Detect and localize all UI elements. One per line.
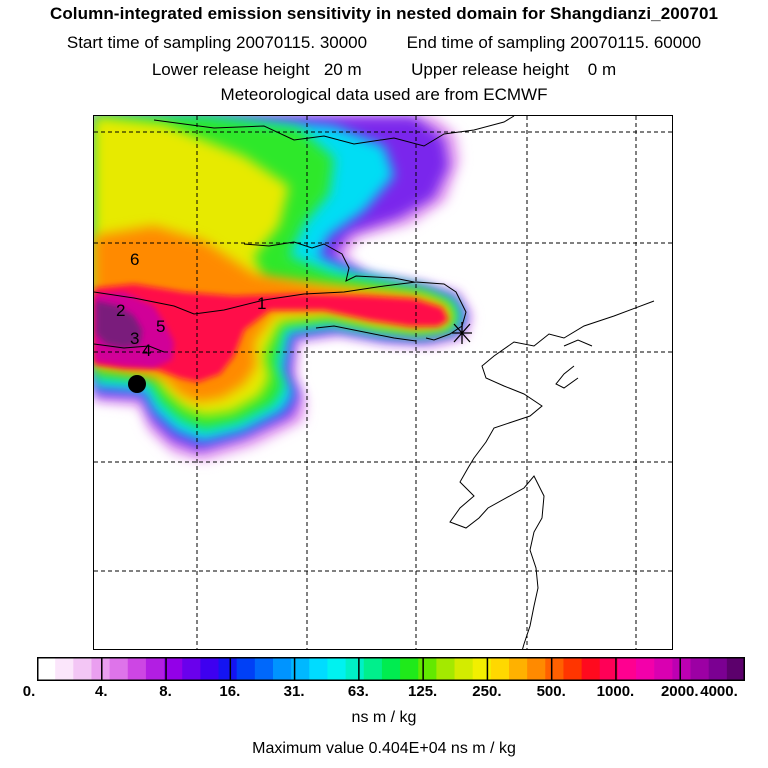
marker-label-2: 2 xyxy=(116,301,125,320)
colorbar-segment xyxy=(145,657,165,681)
colorbar-segment xyxy=(91,657,111,681)
colorbar-segment xyxy=(654,657,673,681)
colorbar-segment xyxy=(509,657,528,681)
sensitivity-map: 6 1 2 3 4 5 xyxy=(93,115,673,650)
colorbar-segment xyxy=(273,657,292,681)
marker-label-5: 5 xyxy=(156,317,165,336)
colorbar-segment xyxy=(309,657,328,681)
colorbar-tick-label: 63. xyxy=(347,683,369,700)
colorbar-segment xyxy=(527,657,546,681)
colorbar-segment xyxy=(708,657,728,681)
colorbar-segment xyxy=(345,657,365,681)
colorbar-segment xyxy=(599,657,619,681)
colorbar-segment xyxy=(636,657,655,681)
colorbar-segment xyxy=(291,657,310,681)
start-time-label: Start time of sampling 20070115. 30000 xyxy=(66,33,368,52)
end-time-label: End time of sampling 20070115. 60000 xyxy=(406,33,702,52)
map-canvas: 6 1 2 3 4 5 xyxy=(94,116,672,649)
colorbar-segment xyxy=(581,657,601,681)
receptor-dot xyxy=(128,375,146,393)
colorbar-segment xyxy=(182,657,201,681)
colorbar-segment xyxy=(164,657,183,681)
colorbar-segment xyxy=(73,657,92,681)
colorbar-tick-label: 4000. xyxy=(700,683,738,700)
colorbar-tick-label: 2000. xyxy=(660,683,699,700)
colorbar-segment xyxy=(436,657,456,681)
colorbar-segment xyxy=(672,657,692,681)
met-data-label: Meteorological data used are from ECMWF xyxy=(220,85,548,104)
lower-height-label: Lower release height 20 m xyxy=(151,60,362,79)
colorbar-segment xyxy=(327,657,347,681)
colorbar-segment xyxy=(236,657,256,681)
colorbar-segment xyxy=(472,657,492,681)
colorbar-segment xyxy=(363,657,383,681)
colorbar-tick-label: 8. xyxy=(159,683,172,700)
colorbar-segment xyxy=(690,657,710,681)
marker-label-3: 3 xyxy=(130,329,139,348)
release-star-icon xyxy=(452,322,472,344)
marker-label-6: 6 xyxy=(130,250,139,269)
marker-label-4: 4 xyxy=(142,341,151,360)
coastlines xyxy=(94,116,655,649)
colorbar-segment xyxy=(55,657,74,681)
colorbar-segment xyxy=(109,657,129,681)
colorbar-border xyxy=(37,657,745,681)
colorbar-segment xyxy=(254,657,274,681)
upper-height-label: Upper release height 0 m xyxy=(411,60,617,79)
marker-label-1: 1 xyxy=(257,294,266,313)
colorbar-tick-label: 4. xyxy=(95,683,108,700)
max-value-label: Maximum value 0.404E+04 ns m / kg xyxy=(252,740,516,757)
colorbar-segment xyxy=(381,657,401,681)
colorbar-segment xyxy=(400,657,419,681)
colorbar-tick-label: 0. xyxy=(22,683,36,700)
sampling-time-line: Start time of sampling 20070115. 30000 E… xyxy=(0,33,768,53)
plume-layer-red xyxy=(94,284,448,382)
release-height-line: Lower release height 20 m Upper release … xyxy=(0,60,768,80)
colorbar-tick-label: 500. xyxy=(536,683,566,700)
colorbar-tick-label: 31. xyxy=(283,683,305,700)
colorbar-segment xyxy=(726,657,745,681)
plume-layer-max xyxy=(96,301,142,348)
map-title: Column-integrated emission sensitivity i… xyxy=(49,4,719,23)
colorbar-segment xyxy=(617,657,637,681)
colorbar-segment xyxy=(545,657,564,681)
colorbar-segment xyxy=(490,657,510,681)
colorbar-tick-label: 1000. xyxy=(596,683,635,700)
colorbar-tick-label: 125. xyxy=(408,683,438,700)
colorbar-segment xyxy=(200,657,220,681)
colorbar-segment xyxy=(418,657,437,681)
graticule xyxy=(94,116,672,649)
units-label: ns m / kg xyxy=(351,709,417,726)
colorbar-segment xyxy=(454,657,474,681)
colorbar-segment xyxy=(127,657,147,681)
colorbar-segment xyxy=(218,657,238,681)
colorbar-segment xyxy=(563,657,583,681)
colorbar xyxy=(37,657,745,681)
colorbar-segment xyxy=(37,657,56,681)
colorbar-tick-label: 16. xyxy=(219,683,241,700)
colorbar-tick-label: 250. xyxy=(472,683,502,700)
